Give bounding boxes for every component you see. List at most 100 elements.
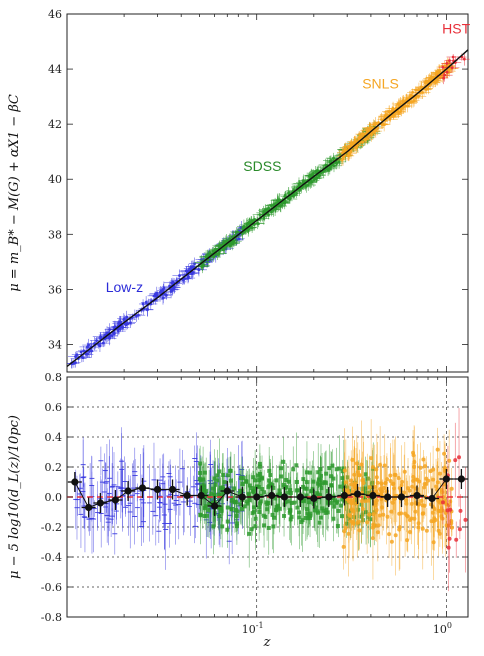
sdss-residual-point: [331, 516, 336, 521]
sdss-residual-point: [316, 510, 321, 515]
sdss-residual-point: [253, 486, 258, 491]
snls-residual-point: [422, 503, 427, 508]
snls-residual-point: [346, 531, 351, 536]
sdss-residual-point: [232, 500, 237, 505]
snls-point: [347, 153, 351, 157]
sdss-residual-point: [318, 482, 323, 487]
sdss-residual-point: [247, 498, 252, 503]
hst-point: [462, 57, 466, 61]
snls-residual-point: [397, 525, 402, 530]
low-z-point: [136, 313, 140, 317]
sdss-residual-point: [271, 485, 276, 490]
sdss-residual-point: [258, 499, 263, 504]
sdss-residual-point: [242, 504, 247, 509]
snls-residual-point: [402, 490, 407, 495]
sdss-residual-point: [338, 484, 343, 489]
sdss-residual-point: [300, 518, 305, 523]
sdss-point: [250, 226, 254, 230]
snls-residual-point: [416, 525, 421, 530]
sdss-residual-point: [232, 486, 237, 491]
sdss-residual-point: [254, 484, 259, 489]
snls-residual-point: [396, 476, 401, 481]
sdss-point: [276, 198, 280, 202]
sdss-residual-point: [281, 482, 286, 487]
annotation-sdss: SDSS: [243, 158, 281, 174]
sdss-residual-point: [329, 500, 334, 505]
low-z-point: [81, 356, 85, 360]
snls-residual-point: [348, 513, 353, 518]
sdss-residual-point: [332, 498, 337, 503]
sdss-residual-point: [369, 484, 374, 489]
sdss-residual-point: [288, 491, 293, 496]
sdss-residual-point: [260, 487, 265, 492]
sdss-residual-point: [259, 475, 264, 480]
snls-point: [430, 76, 434, 79]
sdss-residual-point: [247, 531, 252, 536]
sdss-residual-point: [336, 508, 341, 513]
top-y-tick-label: 36: [48, 283, 62, 296]
bottom-panel: -0.8-0.6-0.4-0.20.00.20.40.60.8 10-1 100 …: [7, 371, 469, 650]
snls-residual-point: [382, 463, 387, 468]
sdss-residual-point: [267, 478, 272, 483]
sdss-residual-point: [288, 488, 293, 493]
binned-point: [238, 493, 246, 501]
sdss-residual-point: [238, 491, 243, 496]
sdss-residual-point: [249, 486, 254, 491]
top-panel-y-ticks: 34 36 38 40 42 44 46: [48, 8, 468, 351]
sdss-residual-point: [281, 459, 286, 464]
top-panel-points: [67, 52, 470, 369]
snls-residual-point: [405, 513, 410, 518]
sdss-residual-point: [330, 463, 335, 468]
snls-residual-point: [436, 528, 441, 533]
sdss-residual-point: [217, 492, 222, 497]
low-z-point: [74, 361, 77, 365]
low-z-point: [188, 266, 192, 270]
sdss-residual-point: [309, 488, 314, 493]
hst-residual-point: [454, 537, 459, 542]
binned-point: [369, 491, 377, 500]
bottom-x-tick-label: 10-1: [242, 621, 264, 636]
sdss-residual-point: [287, 479, 292, 484]
snls-point: [390, 109, 394, 113]
snls-residual-point: [410, 484, 415, 489]
top-y-tick-label: 40: [48, 173, 62, 186]
bottom-y-tick-label: 0.2: [45, 461, 63, 474]
low-z-point: [145, 308, 149, 312]
sdss-residual-point: [321, 508, 326, 513]
sdss-residual-point: [226, 473, 231, 478]
snls-residual-point: [431, 540, 436, 545]
sdss-residual-point: [335, 523, 340, 528]
bottom-panel-points: [73, 407, 468, 592]
snls-residual-point: [359, 499, 364, 504]
bottom-y-tick-label: 0.8: [45, 371, 63, 384]
sdss-point: [290, 194, 294, 198]
sdss-residual-point: [279, 466, 284, 471]
snls-point: [392, 115, 395, 118]
sdss-residual-point: [324, 507, 329, 512]
low-z-point: [161, 296, 165, 300]
snls-point: [397, 111, 400, 115]
sdss-residual-point: [303, 515, 308, 520]
sdss-residual-point: [360, 512, 365, 517]
low-z-point: [117, 321, 120, 325]
sdss-point: [236, 230, 239, 234]
sdss-residual-point: [323, 481, 328, 486]
hst-point: [441, 65, 445, 69]
sdss-residual-point: [295, 505, 300, 510]
x-axis-label: z: [263, 635, 271, 650]
sdss-point: [212, 249, 216, 253]
snls-residual-point: [391, 497, 396, 502]
sdss-residual-point: [225, 519, 230, 524]
sdss-residual-point: [205, 513, 210, 518]
sdss-residual-point: [316, 470, 321, 475]
low-z-point: [75, 353, 79, 357]
hst-point: [445, 61, 449, 65]
snls-residual-point: [343, 525, 348, 530]
sdss-residual-point: [233, 508, 238, 513]
sdss-residual-point: [257, 505, 262, 510]
snls-residual-point: [421, 457, 426, 462]
snls-residual-point: [371, 512, 376, 517]
binned-point: [111, 496, 120, 504]
snls-residual-point: [342, 529, 347, 534]
top-panel-grid: [66, 14, 447, 372]
